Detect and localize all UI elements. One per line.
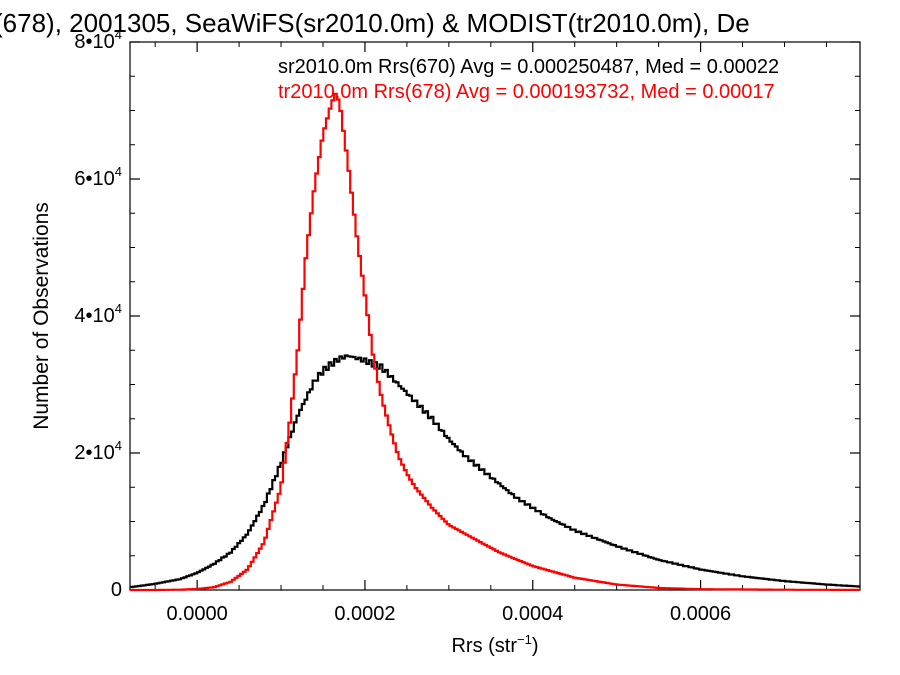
legend-entry-sr2010: sr2010.0m Rrs(670) Avg = 0.000250487, Me… bbox=[278, 56, 779, 78]
x-axis-label: Rrs (str−1) bbox=[451, 632, 538, 657]
legend-entry-tr2010: tr2010.0m Rrs(678) Avg = 0.000193732, Me… bbox=[278, 81, 775, 103]
plot-frame bbox=[129, 41, 861, 591]
y-axis-label: Number of Observations bbox=[30, 202, 53, 430]
x-tick-label: 0.0002 bbox=[334, 603, 395, 625]
series-line-0 bbox=[130, 354, 860, 589]
y-tick-label: 0 bbox=[111, 579, 122, 601]
y-tick-label: 6•104 bbox=[74, 164, 122, 190]
x-tick-label: 0.0006 bbox=[670, 603, 731, 625]
series-group bbox=[130, 92, 860, 592]
x-tick-label: 0.0004 bbox=[502, 603, 563, 625]
x-axis-label-sup: −1 bbox=[517, 632, 532, 647]
y-tick-label: 2•104 bbox=[74, 438, 122, 464]
series-line-1 bbox=[130, 92, 860, 592]
x-axis-label-tail: ) bbox=[532, 635, 539, 657]
x-tick-label: 0.0000 bbox=[167, 603, 228, 625]
x-axis-label-main: Rrs (str bbox=[451, 635, 517, 657]
y-tick-label: 8•104 bbox=[74, 27, 122, 53]
chart-title: (678), 2001305, SeaWiFS(sr2010.0m) & MOD… bbox=[0, 8, 750, 38]
y-tick-label: 4•104 bbox=[74, 301, 122, 327]
axis-ticks: 0.0000 0.0002 0.0004 0.0006 0 2•104 4•104 6•104… bbox=[74, 27, 860, 625]
